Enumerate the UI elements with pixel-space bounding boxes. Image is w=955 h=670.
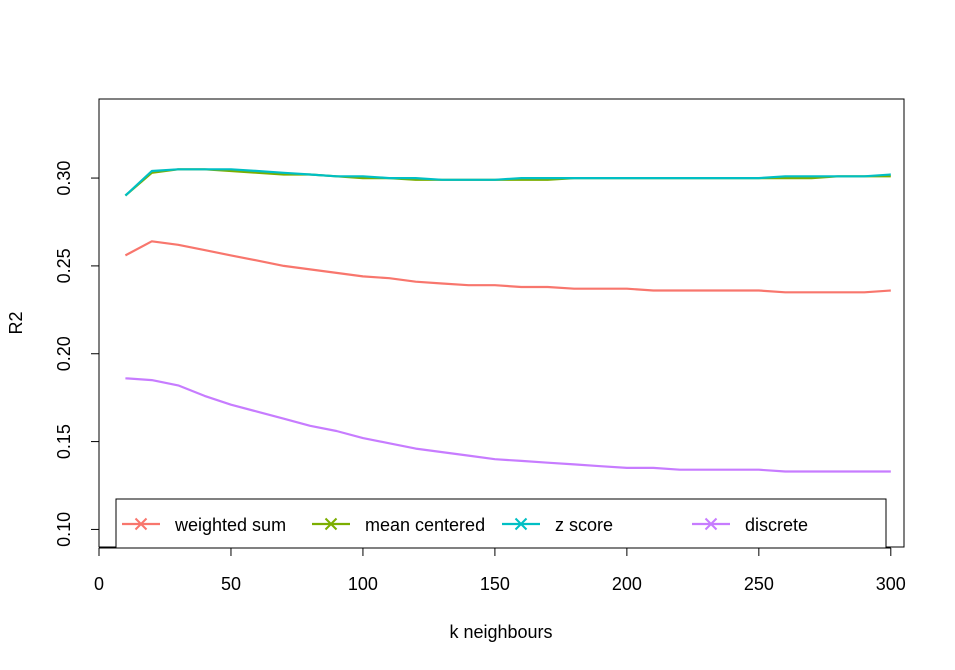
x-tick-label: 250	[744, 574, 774, 594]
y-tick-label: 0.30	[54, 161, 74, 196]
plot-frame	[98, 98, 905, 548]
legend-item: discrete	[692, 515, 808, 535]
legend-marker	[324, 517, 338, 531]
legend-label: z score	[555, 515, 613, 535]
x-tick-label: 50	[221, 574, 241, 594]
legend-item: z score	[502, 515, 613, 535]
legend-item: mean centered	[312, 515, 485, 535]
x-tick-label: 150	[480, 574, 510, 594]
legend-marker	[704, 517, 718, 531]
y-tick-label: 0.10	[54, 512, 74, 547]
x-axis-title: k neighbours	[449, 622, 552, 642]
x-tick-label: 0	[94, 574, 104, 594]
x-tick-label: 200	[612, 574, 642, 594]
y-axis: 0.10 0.15 0.20 0.25 0.30	[54, 161, 100, 547]
y-tick-label: 0.20	[54, 336, 74, 371]
x-axis: 0 50 100 150 200 250 300	[94, 547, 906, 594]
legend-label: discrete	[745, 515, 808, 535]
legend: weighted sum mean centered z score discrete	[115, 498, 887, 549]
legend-item: weighted sum	[122, 515, 286, 535]
y-tick-label: 0.15	[54, 424, 74, 459]
legend-box	[115, 498, 887, 549]
legend-label: mean centered	[365, 515, 485, 535]
series-line-weighted-sum	[124, 240, 891, 294]
legend-marker	[134, 517, 148, 531]
series-line-z-score	[124, 168, 891, 197]
series-line-mean-centered	[124, 168, 891, 197]
legend-marker	[514, 517, 528, 531]
y-tick-label: 0.25	[54, 248, 74, 283]
series-lines	[124, 168, 891, 473]
legend-label: weighted sum	[174, 515, 286, 535]
y-axis-title: R2	[6, 311, 26, 334]
x-tick-label: 300	[876, 574, 906, 594]
x-tick-label: 100	[348, 574, 378, 594]
series-line-discrete	[125, 377, 891, 473]
